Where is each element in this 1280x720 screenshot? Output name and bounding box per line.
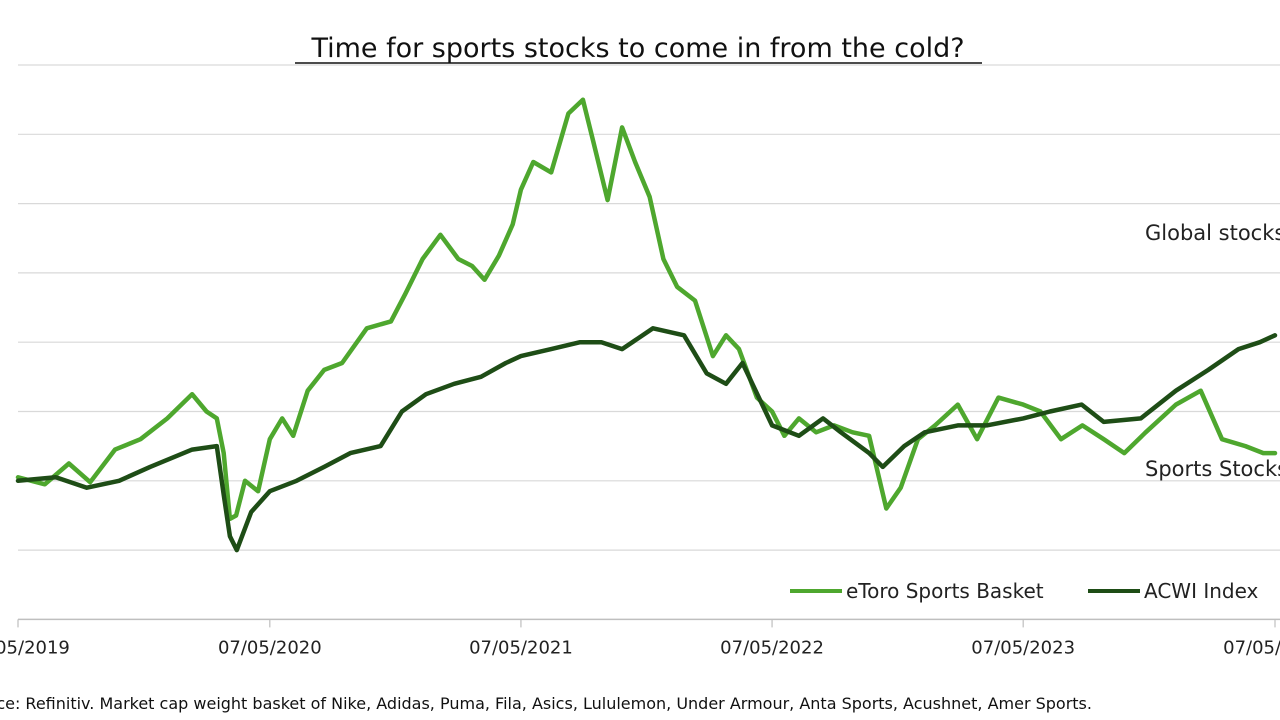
source-note: Source: Refinitiv. Market cap weight bas…: [0, 694, 1092, 713]
x-tick-label: 07/05/2019: [0, 637, 70, 658]
series-line-etoro-sports-basket: [15, 97, 1278, 522]
x-tick-label: 07/05/2023: [971, 637, 1075, 658]
x-tick-label: 07/05/2021: [469, 637, 573, 658]
x-tick-label: 07/05/2022: [720, 637, 824, 658]
legend-label-acwi-index: ACWI Index: [1144, 579, 1259, 603]
series-line-acwi-index: [15, 326, 1278, 553]
plot-area: [15, 97, 1278, 553]
x-axis: 07/05/2019 07/05/2020 07/05/2021 07/05/2022…: [0, 618, 1280, 658]
annotation-global-stocks: Global stocks: [1145, 221, 1280, 245]
x-tick-label: 07/05/2020: [218, 637, 322, 658]
x-tick-label: 07/05/2024: [1223, 637, 1280, 658]
legend: eToro Sports Basket ACWI Index: [790, 579, 1259, 603]
annotation-sports-stocks: Sports Stocks: [1145, 457, 1280, 481]
chart-title: Time for sports stocks to come in from t…: [310, 33, 964, 64]
legend-label-etoro-sports-basket: eToro Sports Basket: [846, 579, 1044, 603]
